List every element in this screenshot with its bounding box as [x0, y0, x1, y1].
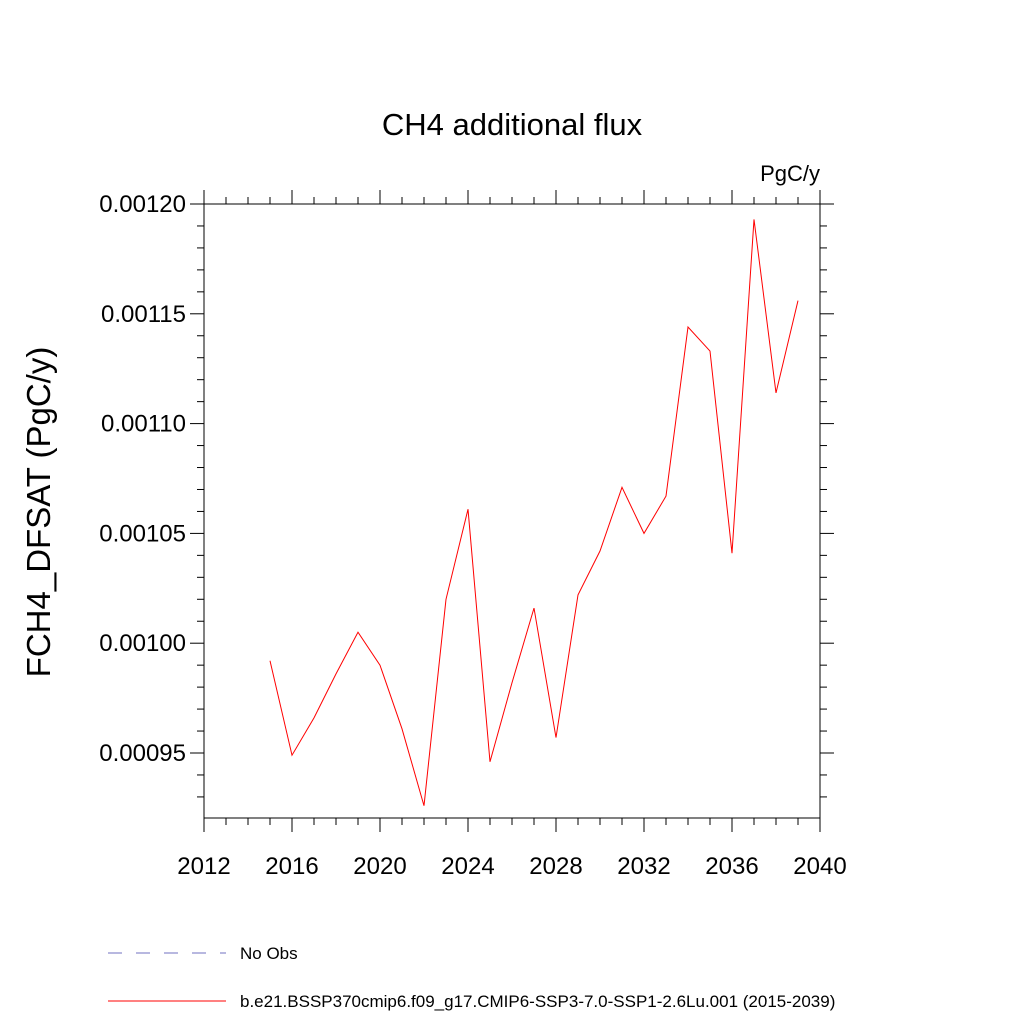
axis-ticks: 2012 2016 2020 2024 2028 2032 2036 2040 0.00095 0…	[99, 190, 847, 880]
x-tick-label: 2016	[265, 853, 318, 880]
chart-title: CH4 additional flux	[382, 107, 643, 142]
x-tick-label: 2028	[529, 853, 582, 880]
x-tick-label: 2040	[793, 853, 846, 880]
legend-label: No Obs	[240, 944, 298, 963]
y-tick-label: 0.00120	[99, 191, 186, 218]
x-tick-label: 2024	[441, 853, 494, 880]
y-tick-label: 0.00105	[99, 520, 186, 547]
legend: No Obs b.e21.BSSP370cmip6.f09_g17.CMIP6-S…	[108, 944, 835, 1011]
y-axis-label: FCH4_DFSAT (PgC/y)	[20, 347, 57, 678]
x-tick-label: 2012	[177, 853, 230, 880]
units-label: PgC/y	[760, 161, 820, 186]
y-tick-label: 0.00095	[99, 740, 186, 767]
x-tick-label: 2036	[705, 853, 758, 880]
x-tick-label: 2020	[353, 853, 406, 880]
y-tick-label: 0.00100	[99, 630, 186, 657]
legend-label: b.e21.BSSP370cmip6.f09_g17.CMIP6-SSP3-7.…	[240, 992, 835, 1011]
series-group	[269, 219, 799, 806]
x-tick-label: 2032	[617, 853, 670, 880]
y-tick-label: 0.00110	[101, 411, 186, 438]
y-tick-label: 0.00115	[101, 301, 186, 328]
series-line	[269, 219, 799, 806]
